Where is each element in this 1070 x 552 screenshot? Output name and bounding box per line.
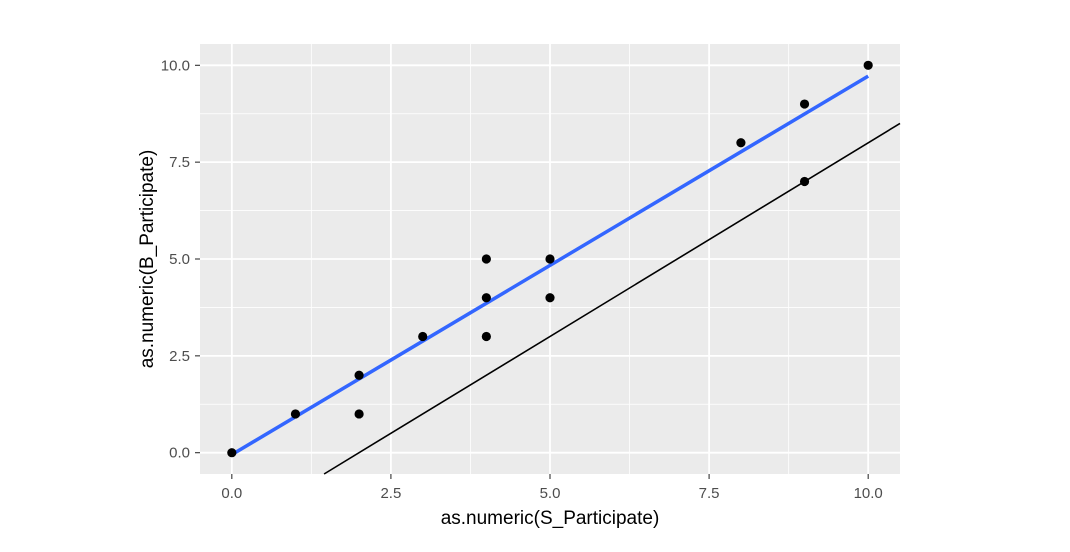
x-tick-label: 2.5 xyxy=(380,485,401,502)
y-tick-label: 2.5 xyxy=(169,348,190,365)
fit-line xyxy=(230,74,870,457)
data-point xyxy=(481,254,491,264)
data-point xyxy=(290,409,301,419)
data-points xyxy=(227,60,873,458)
data-point xyxy=(418,331,428,342)
data-point xyxy=(481,331,491,342)
data-point xyxy=(545,254,555,264)
data-point xyxy=(863,60,873,70)
y-tick-label: 7.5 xyxy=(169,154,190,171)
data-point xyxy=(545,293,555,303)
y-tick-label: 10.0 xyxy=(161,57,190,74)
data-point xyxy=(354,409,364,419)
x-tick-label: 7.5 xyxy=(699,485,720,502)
data-point xyxy=(481,293,491,303)
x-axis-ticks: 0.0 2.5 5.0 7.5 10.0 xyxy=(221,474,883,502)
y-axis-title: as.numeric(B_Participate) xyxy=(137,150,158,369)
x-tick-label: 5.0 xyxy=(540,485,561,502)
data-point xyxy=(799,176,810,187)
fit-line-group xyxy=(230,74,870,457)
y-tick-label: 0.0 xyxy=(169,445,190,462)
x-tick-label: 0.0 xyxy=(221,485,242,502)
y-tick-label: 5.0 xyxy=(169,251,190,268)
y-axis-ticks: 0.0 2.5 5.0 7.5 10.0 xyxy=(161,57,200,462)
data-point xyxy=(736,138,746,148)
data-point xyxy=(227,448,237,458)
data-point xyxy=(799,99,810,109)
x-tick-label: 10.0 xyxy=(854,485,883,502)
data-point xyxy=(354,370,364,380)
x-axis-title: as.numeric(S_Participate) xyxy=(441,508,660,529)
